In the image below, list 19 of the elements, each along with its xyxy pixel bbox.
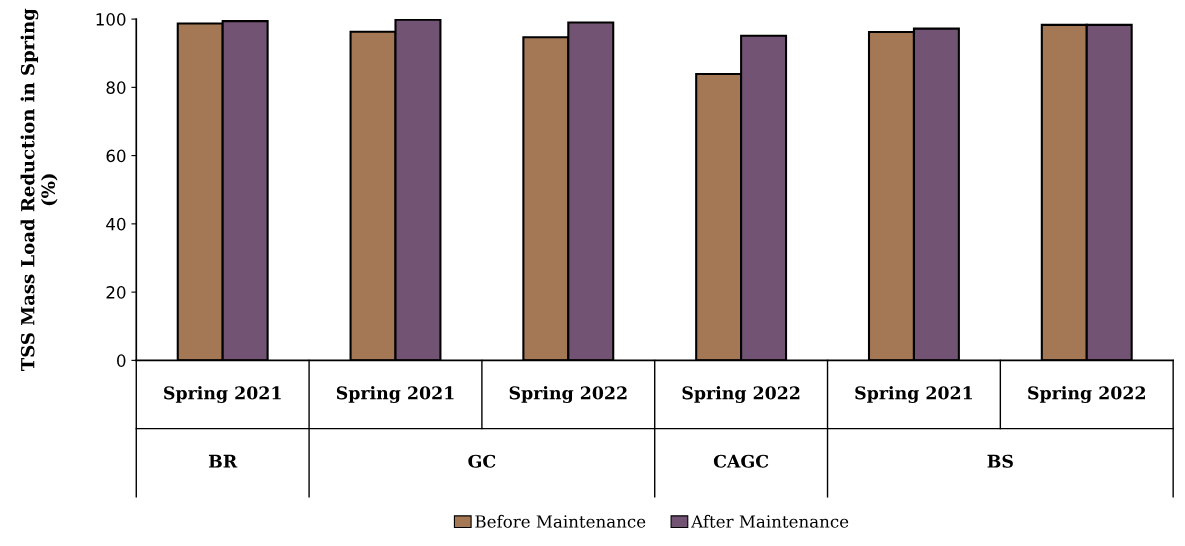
y-tick-label: 80 [106,81,126,94]
x-tick-label: Spring 2022 [682,385,800,404]
y-tick-label: 20 [106,286,126,299]
legend-label: After Maintenance [691,514,849,528]
text: GC [468,454,496,468]
y-tick-label: 40 [106,217,126,231]
y-tick-label: 60 [106,149,126,163]
y-axis-title: TSS Mass Load Reduction in Spring (%) [20,8,58,372]
y-tick-label: 0 [117,354,126,367]
x-tick-label: Spring 2022 [509,385,627,404]
text: BS [987,454,1013,468]
x-tick-label: Spring 2021 [336,385,454,404]
legend-label: Before Maintenance [475,514,646,528]
text: BR [208,454,238,468]
y-tick-label: 100 [96,13,126,26]
x-tick-label: Spring 2021 [855,385,972,404]
x-tick-label: Spring 2022 [1028,385,1145,404]
text: CAGC [713,454,769,468]
x-tick-label: Spring 2021 [164,385,281,404]
